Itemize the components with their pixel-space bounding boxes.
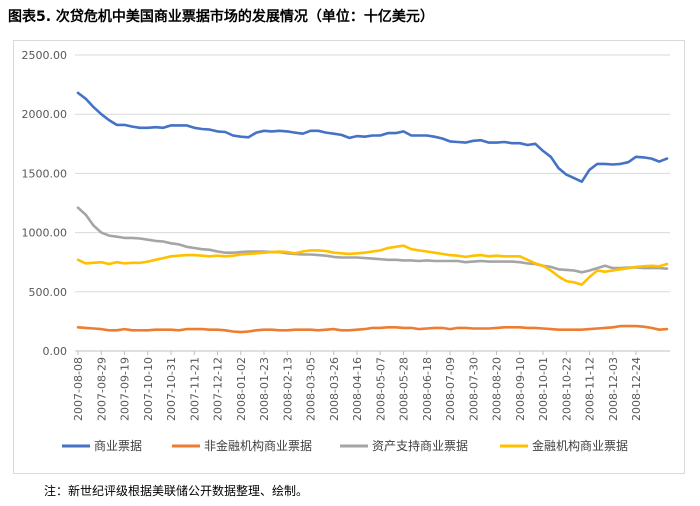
x-tick-label: 2007-09-19 bbox=[119, 357, 132, 421]
x-tick-label: 2007-10-10 bbox=[142, 357, 155, 421]
x-tick-label: 2007-10-31 bbox=[165, 357, 178, 421]
x-tick-label: 2008-03-26 bbox=[328, 357, 341, 421]
series-line-1 bbox=[76, 91, 669, 183]
y-tick-label: 1000.00 bbox=[22, 227, 68, 240]
y-tick-label: 2000.00 bbox=[22, 108, 68, 121]
x-tick-label: 2008-05-07 bbox=[374, 357, 387, 421]
series-line-2 bbox=[76, 324, 669, 334]
x-tick-label: 2007-08-29 bbox=[95, 357, 108, 421]
x-tick-label: 2008-10-22 bbox=[560, 357, 573, 421]
x-tick-label: 2007-11-21 bbox=[188, 357, 201, 421]
legend-label: 商业票据 bbox=[94, 438, 142, 453]
x-tick-label: 2008-07-30 bbox=[467, 357, 480, 421]
series-line-3 bbox=[76, 206, 669, 274]
x-tick-label: 2008-10-01 bbox=[537, 357, 550, 421]
source-note: 注：新世纪评级根据美联储公开数据整理、绘制。 bbox=[44, 484, 309, 498]
x-tick-label: 2008-06-18 bbox=[421, 357, 434, 421]
x-tick-label: 2007-12-12 bbox=[212, 357, 225, 421]
legend-label: 资产支持商业票据 bbox=[372, 438, 468, 453]
x-tick-label: 2008-05-28 bbox=[398, 357, 411, 421]
x-tick-label: 2008-03-05 bbox=[305, 357, 318, 421]
x-tick-label: 2008-12-03 bbox=[607, 357, 620, 421]
y-tick-label: 0.00 bbox=[43, 345, 68, 358]
legend-label: 金融机构商业票据 bbox=[532, 438, 628, 453]
y-tick-label: 1500.00 bbox=[22, 167, 68, 180]
x-tick-label: 2008-04-16 bbox=[351, 357, 364, 421]
y-tick-label: 2500.00 bbox=[22, 49, 68, 62]
x-tick-label: 2008-11-12 bbox=[584, 357, 597, 421]
y-tick-label: 500.00 bbox=[29, 286, 68, 299]
x-tick-label: 2008-08-20 bbox=[491, 357, 504, 421]
x-tick-label: 2007-08-08 bbox=[72, 357, 85, 421]
x-tick-label: 2008-07-09 bbox=[444, 357, 457, 421]
legend-label: 非金融机构商业票据 bbox=[204, 438, 312, 453]
chart-frame bbox=[13, 40, 685, 474]
x-tick-label: 2008-02-13 bbox=[281, 357, 294, 421]
x-tick-label: 2008-01-02 bbox=[235, 357, 248, 421]
x-tick-label: 2008-01-23 bbox=[258, 357, 271, 421]
series-line-4 bbox=[76, 244, 669, 287]
chart-title: 图表5. 次贷危机中美国商业票据市场的发展情况（单位：十亿美元） bbox=[8, 9, 434, 25]
x-tick-label: 2008-09-10 bbox=[514, 357, 527, 421]
x-tick-label: 2008-12-24 bbox=[630, 357, 643, 421]
